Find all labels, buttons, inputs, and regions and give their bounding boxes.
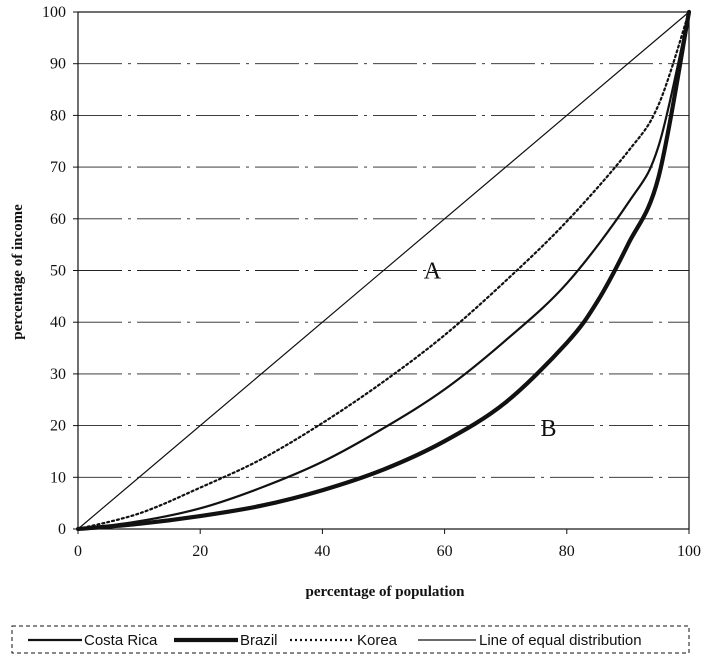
y-tick-label: 0: [58, 521, 66, 538]
y-tick-label: 50: [50, 263, 66, 280]
y-tick-label: 20: [50, 418, 66, 435]
y-tick-label: 30: [50, 366, 66, 383]
series-line-costa-rica: [76, 10, 691, 531]
x-tick-label: 60: [437, 543, 453, 560]
series-line-line-of-equal-distribution: [77, 11, 690, 530]
y-tick-label: 10: [50, 469, 66, 486]
x-tick-label: 100: [677, 543, 701, 560]
y-axis-title: percentage of income: [10, 204, 26, 340]
legend-label-korea: Korea: [357, 632, 398, 649]
series-lines: [75, 9, 692, 532]
x-tick-label: 80: [559, 543, 575, 560]
y-tick-label: 80: [50, 107, 66, 124]
legend-label-brazil: Brazil: [240, 632, 278, 649]
x-axis-title: percentage of population: [306, 584, 466, 600]
y-tick-label: 90: [50, 56, 66, 73]
y-tick-label: 60: [50, 211, 66, 228]
y-tick-label: 70: [50, 159, 66, 176]
x-tick-label: 40: [314, 543, 330, 560]
annotations: AB: [424, 259, 557, 443]
series-line-brazil: [75, 9, 692, 532]
y-tick-label: 100: [42, 4, 66, 21]
y-tick-label: 40: [50, 314, 66, 331]
annotation-label: A: [424, 259, 442, 285]
legend-label-costa-rica: Costa Rica: [84, 632, 158, 649]
y-axis-ticks: 0 10 20 30 40 50 60 70 80 90 100: [42, 4, 78, 538]
x-tick-label: 0: [74, 543, 82, 560]
x-axis-ticks: 0 20 40 60 80 100: [74, 529, 701, 560]
legend-label-line-of-equal-distribution: Line of equal distribution: [479, 632, 642, 649]
x-tick-label: 20: [192, 543, 208, 560]
legend: Costa Rica Brazil Korea Line of equal distr…: [11, 625, 690, 654]
legend-box: [11, 625, 690, 654]
series-line-korea: [76, 10, 691, 531]
annotation-label: B: [540, 416, 556, 442]
